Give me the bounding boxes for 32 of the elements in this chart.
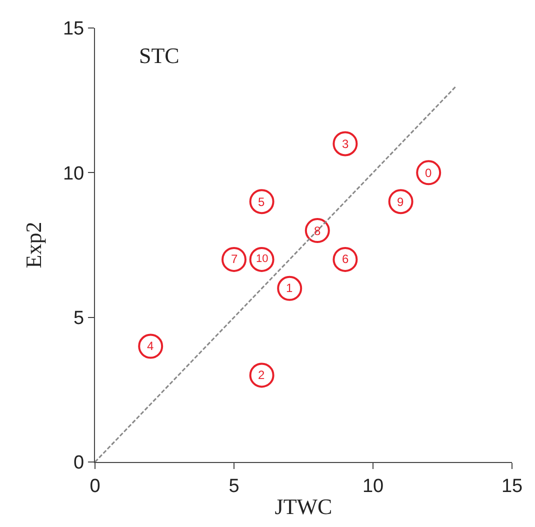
point bbox=[416, 160, 442, 186]
x-tick-label: 10 bbox=[362, 476, 384, 497]
x-axis-title: JTWC bbox=[274, 494, 332, 519]
annotation: 6 bbox=[342, 252, 349, 266]
point bbox=[388, 189, 414, 214]
annotation: 1 bbox=[286, 281, 293, 295]
annotation: 0 bbox=[425, 166, 432, 180]
y-axis-title: Exp2 bbox=[20, 222, 46, 268]
y-tick-label: 0 bbox=[74, 452, 84, 474]
point bbox=[277, 276, 302, 301]
point bbox=[304, 218, 330, 244]
x-tick-label: 0 bbox=[90, 476, 100, 497]
annotation: 8 bbox=[314, 224, 321, 238]
point bbox=[249, 362, 274, 388]
point bbox=[249, 189, 274, 214]
y-tick-label: 5 bbox=[74, 308, 84, 329]
x-tick-label: 5 bbox=[228, 476, 240, 497]
x-tick-label: 15 bbox=[501, 476, 523, 497]
annotation: 7 bbox=[231, 252, 238, 266]
annotation: 9 bbox=[397, 195, 404, 209]
annotation: 10 bbox=[256, 253, 268, 265]
annotation: 5 bbox=[258, 195, 265, 209]
y-tick-label: 15 bbox=[62, 18, 84, 40]
annotation: 4 bbox=[147, 339, 154, 353]
annotation: STC bbox=[139, 43, 180, 68]
point bbox=[138, 334, 164, 359]
point bbox=[222, 246, 246, 272]
point bbox=[332, 131, 358, 156]
annotation: 2 bbox=[258, 368, 265, 382]
y-tick-label: 10 bbox=[62, 163, 84, 184]
point bbox=[332, 246, 358, 272]
annotation: 3 bbox=[342, 137, 349, 151]
